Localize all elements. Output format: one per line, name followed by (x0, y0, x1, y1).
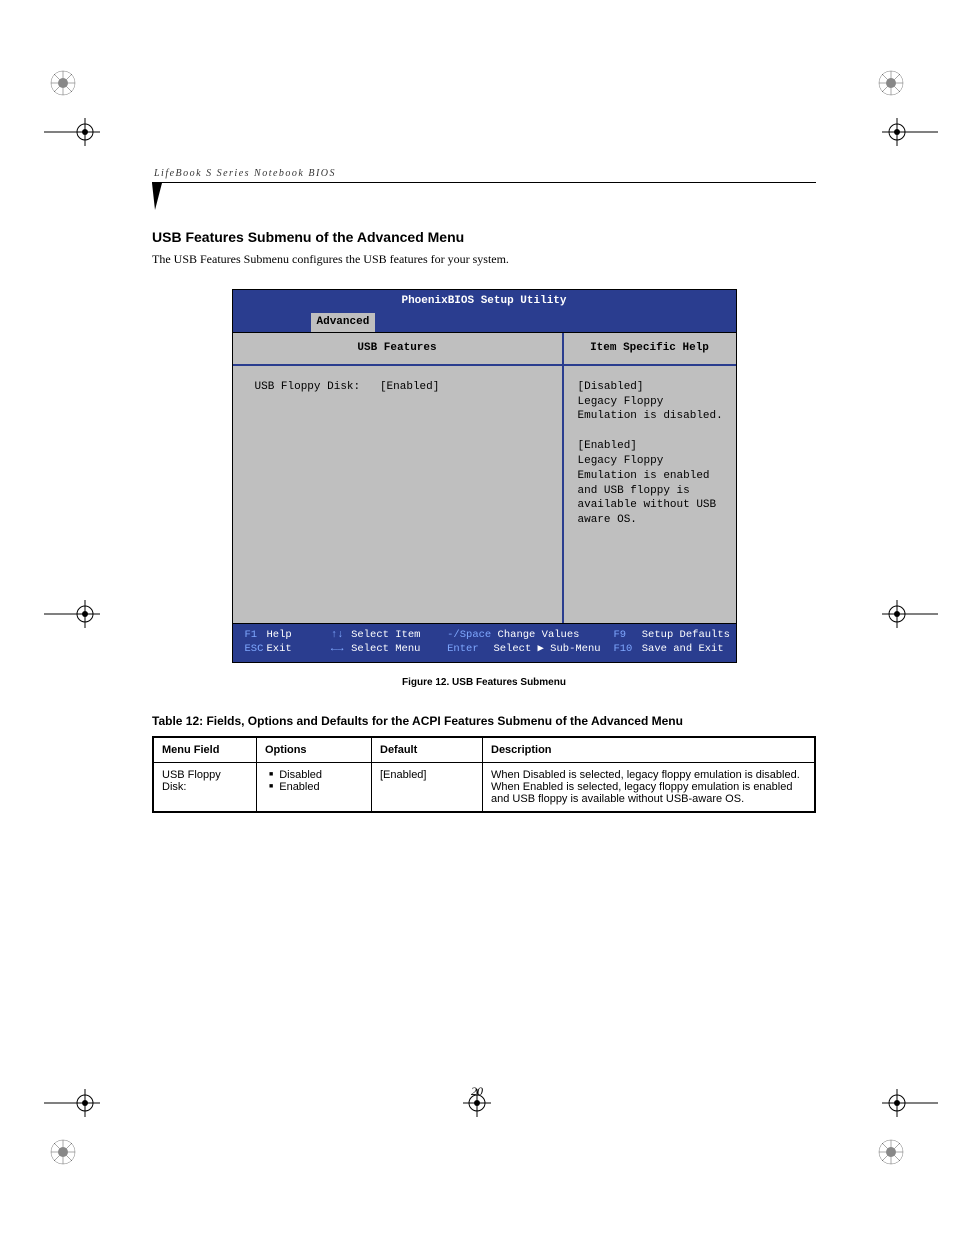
content-area: LifeBook S Series Notebook BIOS USB Feat… (152, 168, 816, 813)
bios-key: F10 (613, 642, 635, 656)
table-header-row: Menu Field Options Default Description (153, 737, 815, 763)
crop-mark-icon (44, 600, 72, 628)
bios-help-text: [Disabled] Legacy Floppy Emulation is di… (564, 366, 736, 538)
bios-key-label: Change Values (498, 629, 580, 641)
bios-setting-value: [Enabled] (380, 381, 439, 393)
table-cell-default: [Enabled] (372, 763, 483, 813)
bios-key: ESC (245, 642, 267, 656)
bios-setting-label: USB Floppy Disk: (255, 381, 361, 393)
wedge-icon (152, 183, 816, 211)
bios-key: ↑↓ (331, 628, 345, 642)
running-header: LifeBook S Series Notebook BIOS (152, 168, 816, 183)
bios-key: F9 (613, 628, 635, 642)
bios-key-label: Select ▶ Sub-Menu (493, 643, 600, 655)
intro-paragraph: The USB Features Submenu configures the … (152, 251, 816, 267)
fields-table: Menu Field Options Default Description U… (152, 736, 816, 813)
section-heading: USB Features Submenu of the Advanced Men… (152, 229, 816, 245)
table-header: Options (257, 737, 372, 763)
bios-title: PhoenixBIOS Setup Utility (232, 289, 737, 313)
bios-key-label: Help (267, 629, 292, 641)
page: LifeBook S Series Notebook BIOS USB Feat… (0, 0, 954, 1235)
table-cell-options: Disabled Enabled (257, 763, 372, 813)
table-header: Description (483, 737, 816, 763)
printer-ornament-icon (876, 68, 906, 98)
table-header: Default (372, 737, 483, 763)
bios-key-label: Save and Exit (642, 643, 724, 655)
bios-key: ←→ (331, 642, 345, 656)
printer-ornament-icon (48, 1137, 78, 1167)
crop-mark-icon (44, 118, 72, 146)
bios-screenshot: PhoenixBIOS Setup Utility Advanced USB F… (232, 289, 737, 663)
printer-ornament-icon (876, 1137, 906, 1167)
bios-left-panel: USB Features USB Floppy Disk: [Enabled] (233, 333, 562, 623)
crop-mark-icon (882, 600, 910, 628)
option-item: Disabled (269, 769, 363, 781)
figure-caption: Figure 12. USB Features Submenu (152, 677, 816, 688)
bios-help-panel: Item Specific Help [Disabled] Legacy Flo… (562, 333, 736, 623)
table-title: Table 12: Fields, Options and Defaults f… (152, 714, 816, 728)
table-row: USB Floppy Disk: Disabled Enabled [Enabl… (153, 763, 815, 813)
bios-key: F1 (245, 628, 267, 642)
bios-tab-advanced: Advanced (311, 313, 376, 332)
bios-help-title: Item Specific Help (564, 333, 736, 366)
bios-settings: USB Floppy Disk: [Enabled] (233, 366, 562, 405)
bios-key-label: Exit (267, 643, 292, 655)
bios-footer: F1Help ↑↓ Select Item -/Space Change Val… (232, 624, 737, 663)
bios-key: -/Space (447, 628, 491, 642)
page-number: 20 (0, 1084, 954, 1099)
bios-tab-bar: Advanced (232, 313, 737, 332)
bios-left-title: USB Features (233, 333, 562, 366)
bios-key: Enter (447, 642, 487, 656)
table-cell-menu-field: USB Floppy Disk: (153, 763, 257, 813)
bios-key-label: Setup Defaults (642, 629, 730, 641)
table-cell-description: When Disabled is selected, legacy floppy… (483, 763, 816, 813)
bios-key-label: Select Menu (351, 643, 420, 655)
bios-key-label: Select Item (351, 629, 420, 641)
crop-mark-icon (882, 118, 910, 146)
option-item: Enabled (269, 781, 363, 793)
table-header: Menu Field (153, 737, 257, 763)
printer-ornament-icon (48, 68, 78, 98)
